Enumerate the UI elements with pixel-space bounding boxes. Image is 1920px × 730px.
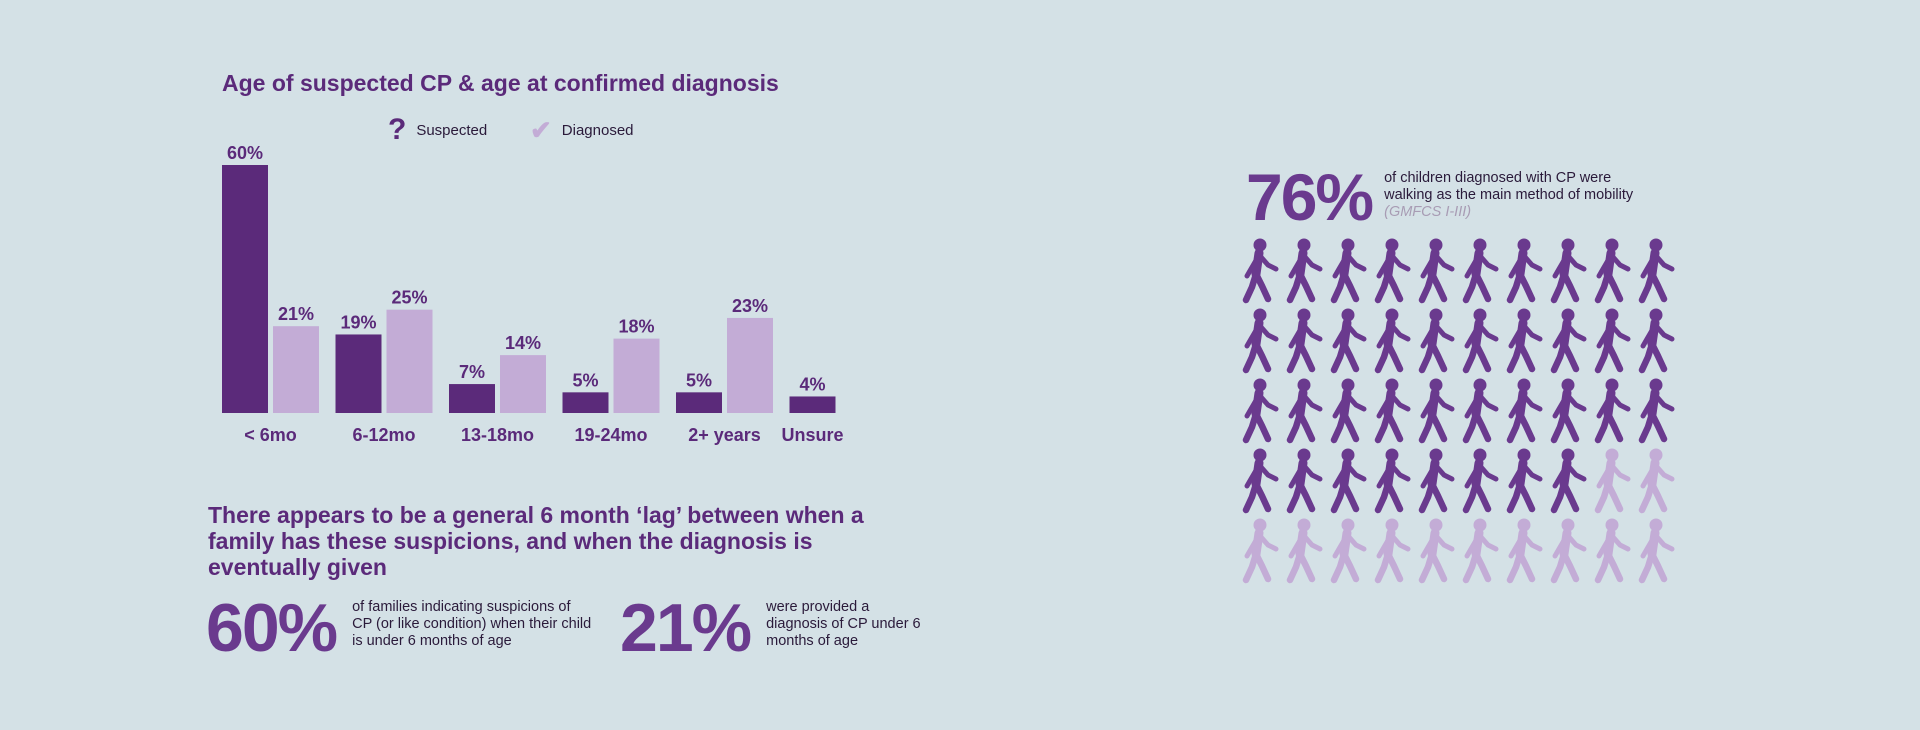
walking-person-icon (1372, 308, 1416, 378)
stat-text-60: of families indicating suspicions of CP … (352, 599, 592, 649)
bar-diagnosed-4 (727, 317, 773, 413)
value-label-suspected-2: 7% (459, 362, 485, 382)
gmfcs-note: (GMFCS I-III) (1384, 204, 1472, 220)
walking-person-icon (1548, 238, 1592, 308)
walking-person-icon (1372, 238, 1416, 308)
walking-person-icon (1636, 378, 1680, 448)
bar-diagnosed-2 (500, 355, 546, 413)
bar-suspected-5 (789, 396, 836, 413)
lag-statement: There appears to be a general 6 month ‘l… (208, 502, 864, 580)
walking-person-icon (1372, 518, 1416, 588)
category-label-4: 2+ years (688, 425, 761, 445)
bar-suspected-2 (449, 384, 495, 413)
walking-person-icon (1328, 308, 1372, 378)
stat-mobility: 76% of children diagnosed with CP were w… (1246, 160, 1654, 234)
value-label-diagnosed-0: 21% (278, 304, 314, 324)
bar-chart: 60% 21% < 6mo 19% 25% 6-12mo 7% 14% 13-18mo 5% 18%… (222, 143, 844, 445)
walking-person-icon (1592, 378, 1636, 448)
walking-person-icon (1328, 448, 1372, 518)
walking-person-icon (1636, 448, 1680, 518)
walking-person-icon (1416, 448, 1460, 518)
legend-label-suspected: Suspected (416, 121, 488, 139)
walking-person-icon (1504, 448, 1548, 518)
walking-person-icon (1284, 378, 1328, 448)
walking-person-icon (1548, 378, 1592, 448)
legend-item-suspected: ? Suspected (388, 115, 487, 145)
walking-person-icon (1460, 518, 1504, 588)
stat-value-76: 76% (1246, 160, 1374, 234)
bar-suspected-1 (335, 334, 382, 413)
walking-person-icon (1636, 308, 1680, 378)
value-label-diagnosed-3: 18% (618, 317, 654, 337)
walking-person-icon (1328, 378, 1372, 448)
question-mark-icon: ? (388, 113, 407, 146)
walking-person-icon (1460, 378, 1504, 448)
category-label-1: 6-12mo (352, 425, 415, 445)
walking-person-icon (1592, 308, 1636, 378)
walking-person-icon (1240, 238, 1284, 308)
bar-suspected-0 (222, 165, 268, 413)
walking-person-icon (1592, 518, 1636, 588)
walking-person-icon (1372, 378, 1416, 448)
bar-diagnosed-3 (613, 338, 660, 413)
category-label-0: < 6mo (244, 425, 297, 445)
category-label-5: Unsure (781, 425, 843, 445)
stat-text-76: of children diagnosed with CP were walki… (1384, 170, 1634, 203)
walking-person-icon (1416, 308, 1460, 378)
walking-person-icon (1504, 518, 1548, 588)
walking-person-icon (1548, 448, 1592, 518)
walking-person-icon (1240, 448, 1284, 518)
walking-person-icon (1416, 518, 1460, 588)
value-label-diagnosed-2: 14% (505, 333, 541, 353)
bar-diagnosed-1 (386, 309, 433, 413)
bar-diagnosed-0 (273, 326, 319, 413)
value-label-diagnosed-4: 23% (732, 296, 768, 316)
walking-person-icon (1636, 238, 1680, 308)
stat-value-60: 60% (206, 590, 338, 666)
walking-person-icon (1416, 238, 1460, 308)
walking-person-icon (1504, 238, 1548, 308)
walking-person-icon (1504, 308, 1548, 378)
walking-pictogram (1240, 238, 1680, 588)
walking-person-icon (1284, 308, 1328, 378)
value-label-suspected-3: 5% (572, 370, 598, 390)
walking-person-icon (1240, 518, 1284, 588)
stat-text-21: were provided a diagnosis of CP under 6 … (766, 599, 921, 649)
stat-diagnosed-under-6mo: 21% were provided a diagnosis of CP unde… (620, 590, 926, 666)
value-label-suspected-1: 19% (340, 312, 376, 332)
walking-person-icon (1328, 518, 1372, 588)
walking-person-icon (1548, 518, 1592, 588)
value-label-suspected-4: 5% (686, 370, 712, 390)
walking-person-icon (1372, 448, 1416, 518)
walking-person-icon (1240, 308, 1284, 378)
bar-suspected-4 (676, 392, 722, 413)
value-label-suspected-0: 60% (227, 143, 263, 163)
walking-person-icon (1592, 238, 1636, 308)
walking-person-icon (1460, 448, 1504, 518)
category-label-3: 19-24mo (574, 425, 647, 445)
walking-person-icon (1548, 308, 1592, 378)
walking-person-icon (1504, 378, 1548, 448)
walking-person-icon (1328, 238, 1372, 308)
walking-person-icon (1284, 448, 1328, 518)
value-label-suspected-5: 4% (799, 374, 825, 394)
walking-person-icon (1284, 238, 1328, 308)
walking-person-icon (1636, 518, 1680, 588)
stat-mobility-description: of children diagnosed with CP were walki… (1384, 170, 1654, 221)
bar-suspected-3 (562, 392, 609, 413)
walking-person-icon (1284, 518, 1328, 588)
walking-person-icon (1460, 238, 1504, 308)
walking-person-icon (1592, 448, 1636, 518)
legend-label-diagnosed: Diagnosed (561, 121, 634, 139)
stat-suspected-under-6mo: 60% of families indicating suspicions of… (206, 590, 592, 666)
stat-value-21: 21% (620, 590, 752, 666)
chart-title: Age of suspected CP & age at confirmed d… (222, 70, 779, 96)
value-label-diagnosed-1: 25% (391, 288, 427, 308)
checkmark-icon: ✔ (530, 115, 552, 145)
walking-person-icon (1416, 378, 1460, 448)
legend-item-diagnosed: ✔ Diagnosed (530, 115, 634, 145)
walking-person-icon (1460, 308, 1504, 378)
walking-person-icon (1240, 378, 1284, 448)
category-label-2: 13-18mo (461, 425, 534, 445)
